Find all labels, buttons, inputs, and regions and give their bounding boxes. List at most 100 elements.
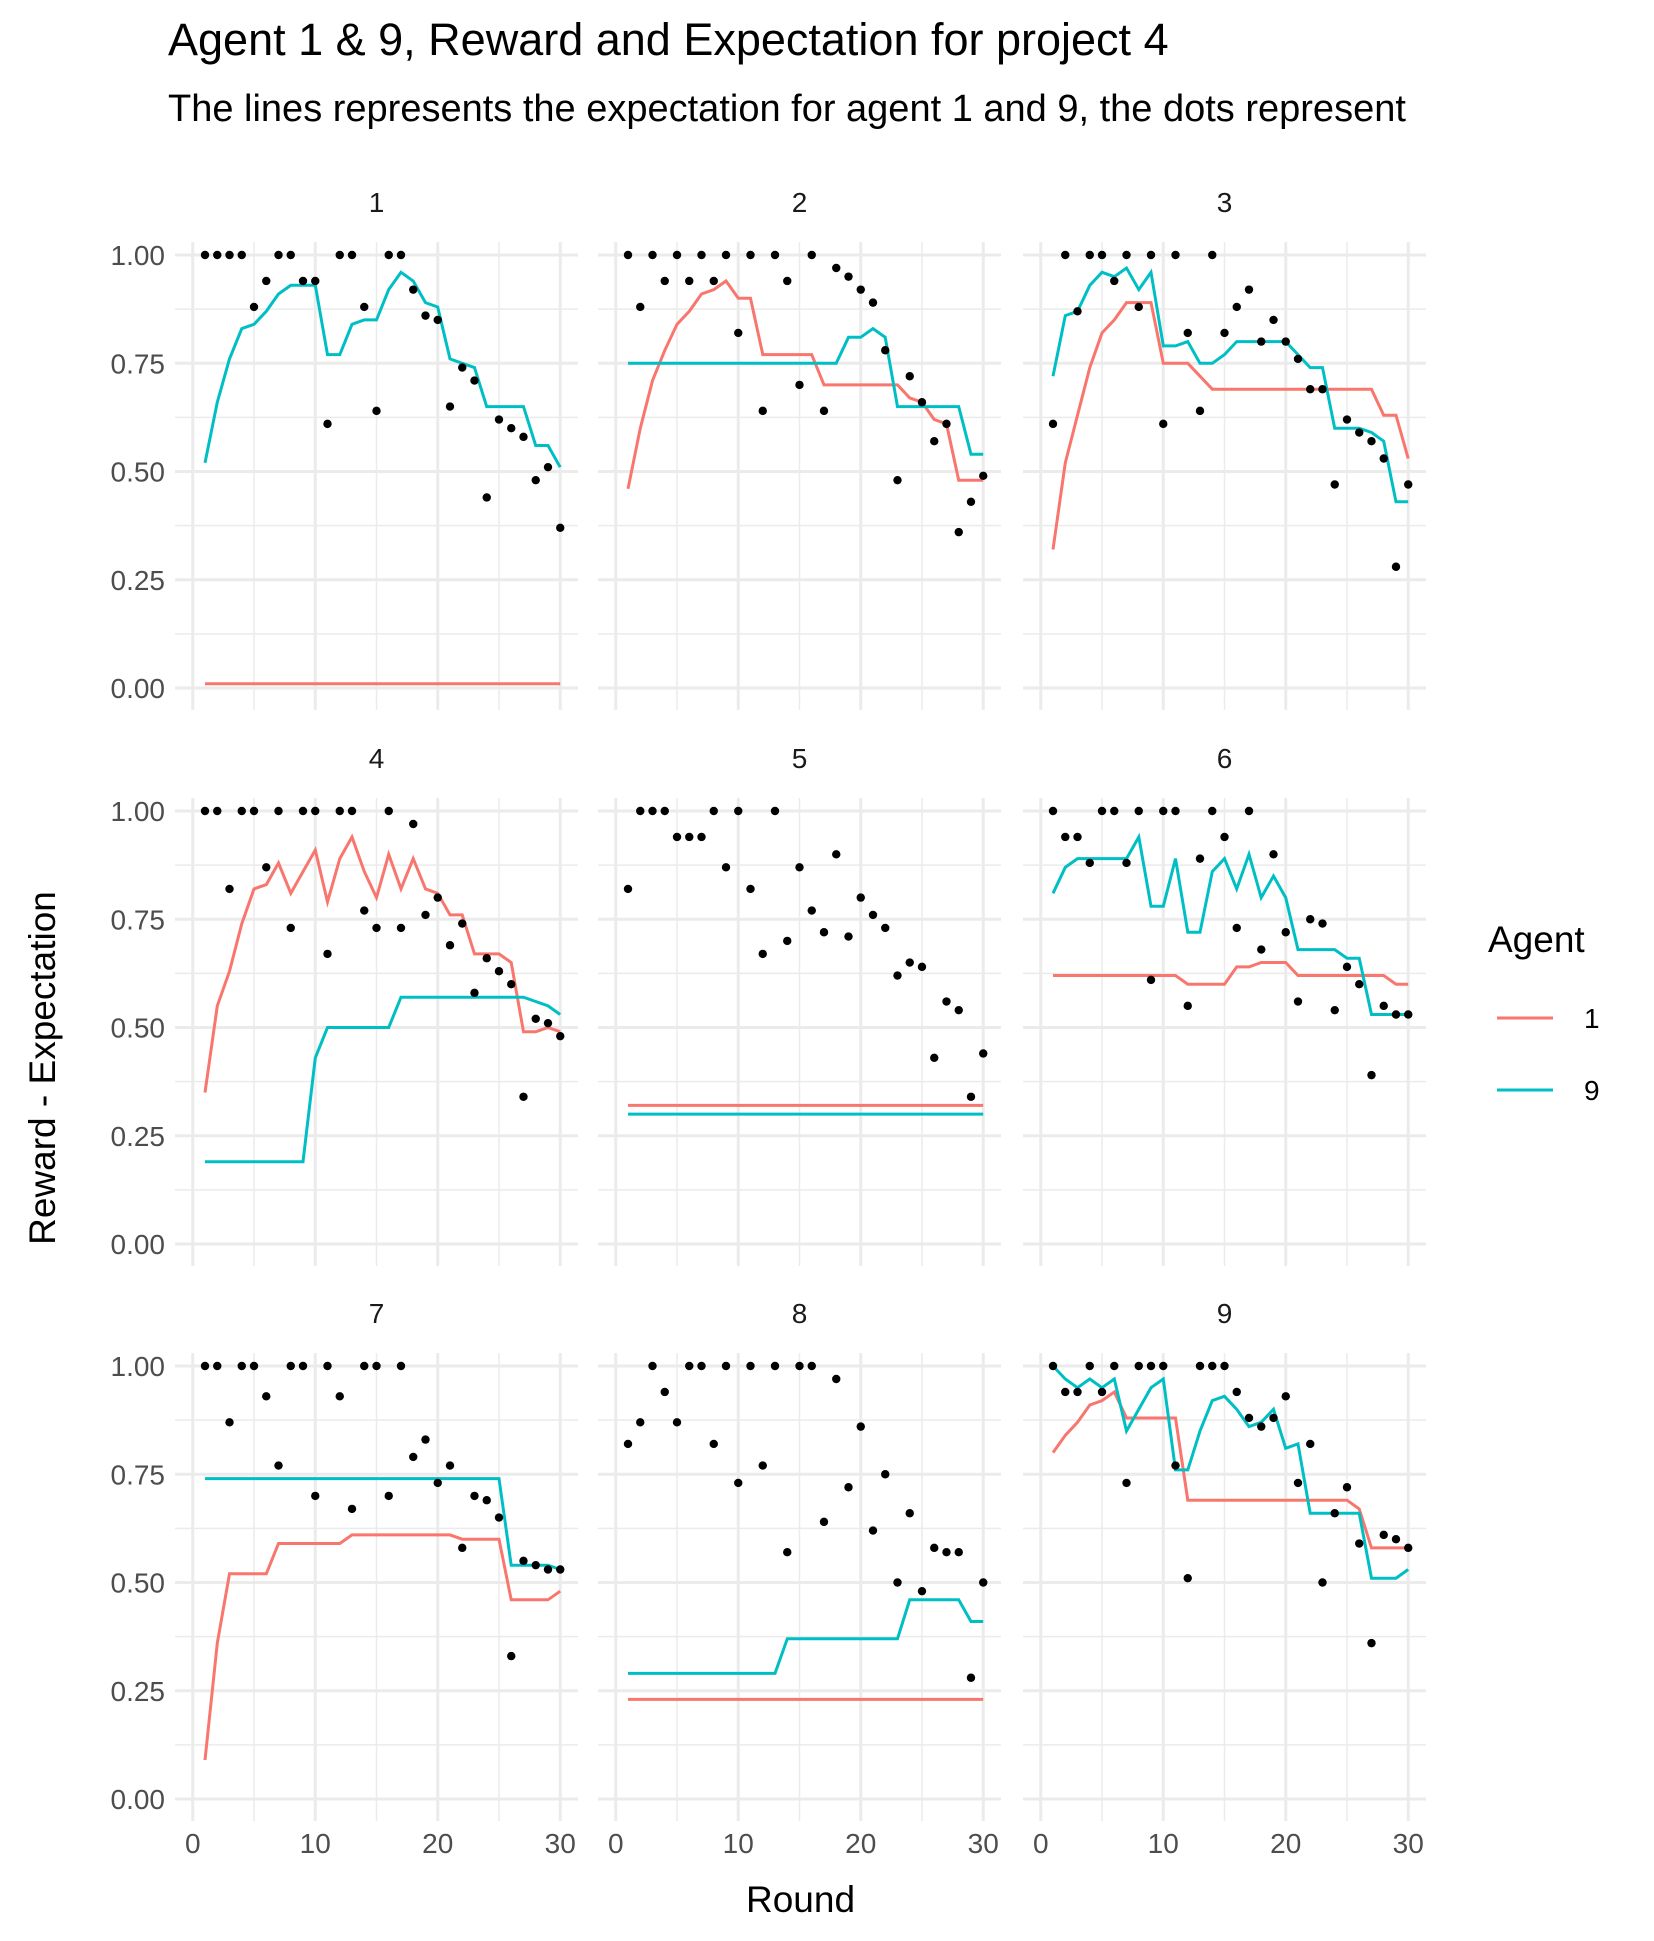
reward-point [856, 893, 865, 902]
reward-point [672, 250, 682, 260]
agent-9-expectation-line [203, 270, 562, 468]
reward-point [1367, 1638, 1376, 1648]
y-tick-label: 1.00 [111, 240, 166, 271]
y-tick-label: 0.50 [111, 1568, 166, 1599]
reward-point [893, 1578, 902, 1587]
reward-point [1134, 806, 1143, 816]
reward-point [1257, 1422, 1266, 1431]
reward-point [274, 1461, 283, 1470]
reward-point [1257, 945, 1266, 954]
reward-point [433, 315, 442, 325]
reward-point [881, 923, 890, 933]
reward-point [905, 958, 914, 967]
reward-point [807, 1361, 816, 1371]
agent-9-expectation-line [1051, 265, 1409, 504]
reward-point [697, 832, 706, 842]
reward-point [1159, 806, 1168, 816]
reward-point [556, 1031, 565, 1041]
reward-point [1293, 1478, 1303, 1488]
reward-point [1367, 436, 1376, 446]
reward-point [347, 806, 357, 816]
reward-point [1122, 250, 1131, 260]
reward-point [942, 419, 951, 429]
reward-point [1281, 337, 1290, 346]
reward-point [1146, 250, 1156, 260]
x-tick-label: 20 [1270, 1828, 1301, 1859]
reward-point [1379, 454, 1388, 463]
reward-point [1171, 806, 1180, 816]
reward-point [930, 436, 939, 446]
reward-point [335, 1392, 344, 1401]
reward-point [942, 1547, 951, 1557]
reward-point [1232, 923, 1241, 933]
panel-strip-label: 7 [369, 1298, 385, 1329]
reward-point [1195, 854, 1205, 863]
panel-strip-label: 1 [369, 187, 385, 218]
reward-point [543, 1018, 553, 1028]
reward-point [1110, 1361, 1119, 1371]
reward-point [470, 1491, 479, 1501]
reward-point [286, 1361, 295, 1371]
reward-point [856, 1422, 865, 1431]
agent-1-expectation-line [1053, 961, 1409, 986]
reward-point [734, 806, 743, 816]
reward-point [421, 1435, 430, 1444]
y-tick-label: 0.00 [111, 673, 166, 704]
reward-point [819, 928, 829, 937]
reward-point [360, 302, 369, 312]
reward-point [556, 523, 565, 532]
reward-point [519, 432, 528, 442]
reward-point [758, 949, 767, 959]
reward-point [556, 1565, 565, 1574]
y-tick-label: 0.25 [111, 1676, 166, 1707]
reward-point [1208, 1361, 1217, 1371]
reward-point [347, 250, 357, 260]
reward-point [979, 1578, 988, 1587]
reward-point [905, 372, 914, 381]
reward-point [1097, 806, 1107, 816]
reward-point [433, 893, 442, 902]
reward-point [770, 250, 780, 260]
reward-point [832, 263, 841, 273]
reward-point [1367, 1070, 1376, 1080]
reward-point [685, 1361, 694, 1371]
reward-point [1159, 419, 1168, 429]
reward-point [709, 806, 718, 816]
reward-point [433, 1478, 442, 1488]
y-tick-label: 0.25 [111, 565, 166, 596]
reward-point [672, 832, 682, 842]
reward-point [709, 276, 718, 286]
reward-point [672, 1418, 682, 1427]
reward-point [954, 1547, 963, 1557]
reward-point [1146, 1361, 1156, 1371]
reward-point [1183, 1001, 1192, 1011]
reward-point [1244, 1413, 1254, 1423]
reward-point [372, 1361, 381, 1371]
reward-point [930, 1543, 939, 1553]
reward-point [1244, 285, 1254, 294]
reward-point [783, 276, 792, 286]
reward-point [807, 250, 816, 260]
reward-point [979, 471, 988, 481]
reward-point [917, 1586, 927, 1596]
reward-point [507, 424, 516, 433]
reward-point [200, 250, 210, 260]
reward-point [409, 819, 418, 829]
reward-point [213, 806, 222, 816]
reward-point [323, 949, 332, 959]
reward-point [660, 806, 669, 816]
panel-strip-label: 9 [1217, 1298, 1233, 1329]
reward-point [1220, 328, 1229, 338]
reward-point [213, 1361, 222, 1371]
reward-point [1048, 419, 1058, 429]
reward-point [445, 941, 455, 950]
reward-point [1085, 250, 1094, 260]
chart-title: Agent 1 & 9, Reward and Expectation for … [168, 14, 1169, 65]
panel-strip-label: 5 [792, 743, 808, 774]
x-tick-label: 30 [968, 1828, 999, 1859]
legend-label-agent-1: 1 [1584, 1003, 1600, 1034]
reward-point [1183, 328, 1192, 338]
reward-point [1073, 1387, 1082, 1397]
agent-1-expectation-line [203, 1533, 562, 1761]
